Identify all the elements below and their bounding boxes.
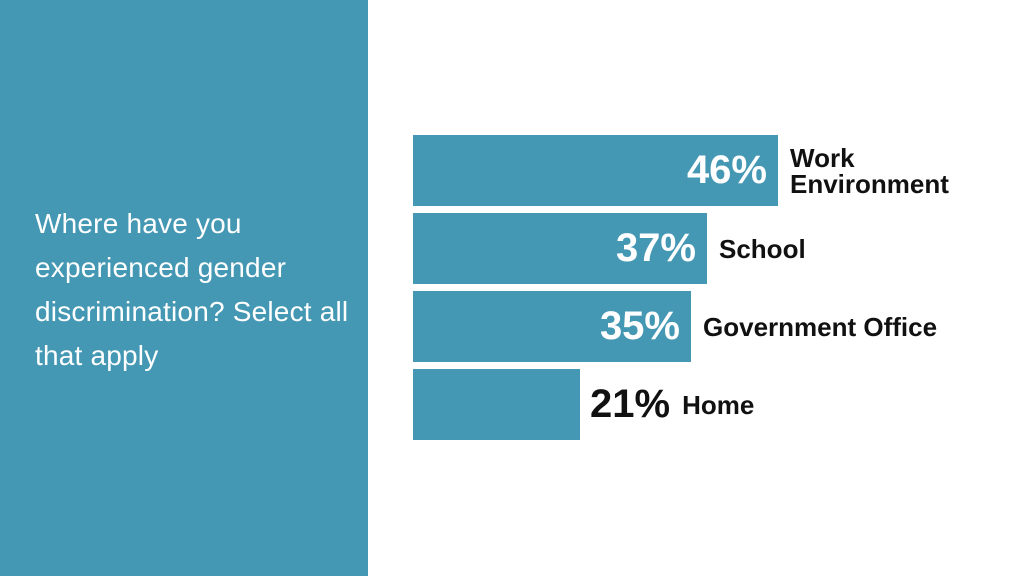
- category-line: Government Office: [703, 311, 938, 342]
- bar-row-school: 37% School: [413, 213, 1024, 284]
- bar-category-government-office: Government Office: [703, 314, 937, 340]
- bar-row-home: 21% Home: [413, 369, 1024, 440]
- question-panel: Where have you experienced gender discrimi…: [0, 0, 368, 576]
- bar-value-government-office: 35%: [599, 304, 680, 348]
- bar-home: [413, 369, 580, 440]
- category-line: Work: [790, 142, 855, 173]
- bar-chart: 46% Work Environment 37% School 35% Government…: [413, 135, 1024, 447]
- bar-work-environment: 46%: [413, 135, 778, 206]
- bar-row-government-office: 35% Government Office: [413, 291, 1024, 362]
- bar-category-work-environment: Work Environment: [790, 145, 949, 197]
- category-line: Home: [682, 389, 755, 420]
- bar-school: 37%: [413, 213, 707, 284]
- bar-category-home: Home: [682, 392, 754, 418]
- bar-value-school: 37%: [615, 226, 696, 270]
- bar-row-work-environment: 46% Work Environment: [413, 135, 1024, 206]
- question-line: experienced gender: [35, 252, 287, 283]
- question-text: Where have you experienced gender discrimi…: [35, 202, 355, 378]
- question-line: that apply: [35, 340, 159, 371]
- category-line: Environment: [790, 168, 949, 199]
- question-line: discrimination? Select all: [35, 296, 349, 327]
- category-line: School: [719, 233, 806, 264]
- bar-government-office: 35%: [413, 291, 691, 362]
- question-line: Where have you: [35, 208, 242, 239]
- bar-category-school: School: [719, 236, 806, 262]
- bar-value-work-environment: 46%: [686, 148, 767, 192]
- bar-value-home: 21%: [590, 382, 671, 426]
